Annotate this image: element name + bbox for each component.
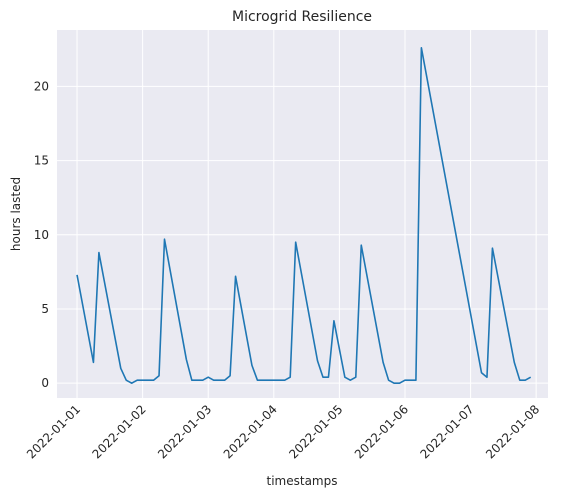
y-axis-label: hours lasted [9,177,23,251]
plot-area [57,30,548,398]
x-tick-label: 2022-01-08 [483,402,542,461]
data-line [76,47,532,384]
y-tick-label: 15 [34,154,49,168]
y-tick-label: 5 [41,302,49,316]
y-tick-label: 10 [34,228,49,242]
x-axis-label: timestamps [267,474,338,488]
x-tick-label: 2022-01-04 [221,402,280,461]
x-tick-label: 2022-01-01 [24,402,83,461]
y-tick-label: 0 [41,376,49,390]
x-tick-label: 2022-01-06 [352,402,411,461]
chart-title: Microgrid Resilience [232,9,372,25]
x-tick-label: 2022-01-07 [417,402,476,461]
x-tick-label: 2022-01-02 [90,402,149,461]
y-tick-label: 20 [34,79,49,93]
x-tick-label: 2022-01-03 [155,402,214,461]
x-tick-label: 2022-01-05 [286,402,345,461]
